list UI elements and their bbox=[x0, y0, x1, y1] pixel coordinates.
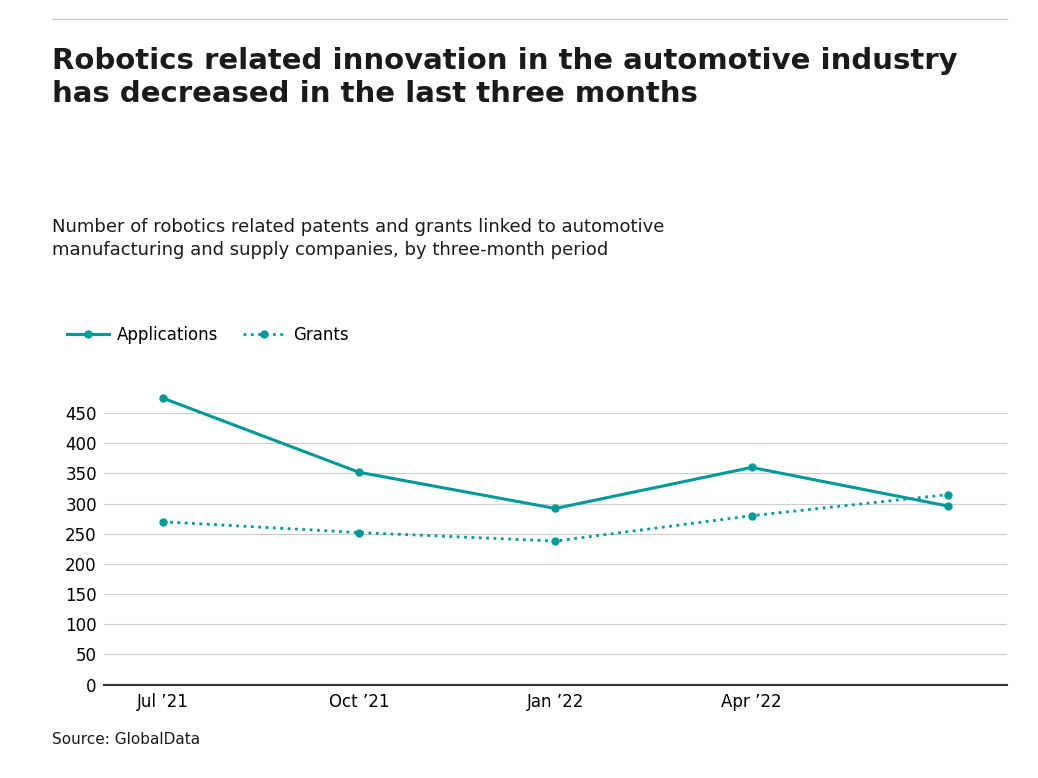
Text: Number of robotics related patents and grants linked to automotive
manufacturing: Number of robotics related patents and g… bbox=[52, 218, 664, 259]
Text: Source: GlobalData: Source: GlobalData bbox=[52, 732, 200, 747]
Text: Robotics related innovation in the automotive industry
has decreased in the last: Robotics related innovation in the autom… bbox=[52, 47, 957, 108]
Legend: Applications, Grants: Applications, Grants bbox=[60, 320, 356, 351]
